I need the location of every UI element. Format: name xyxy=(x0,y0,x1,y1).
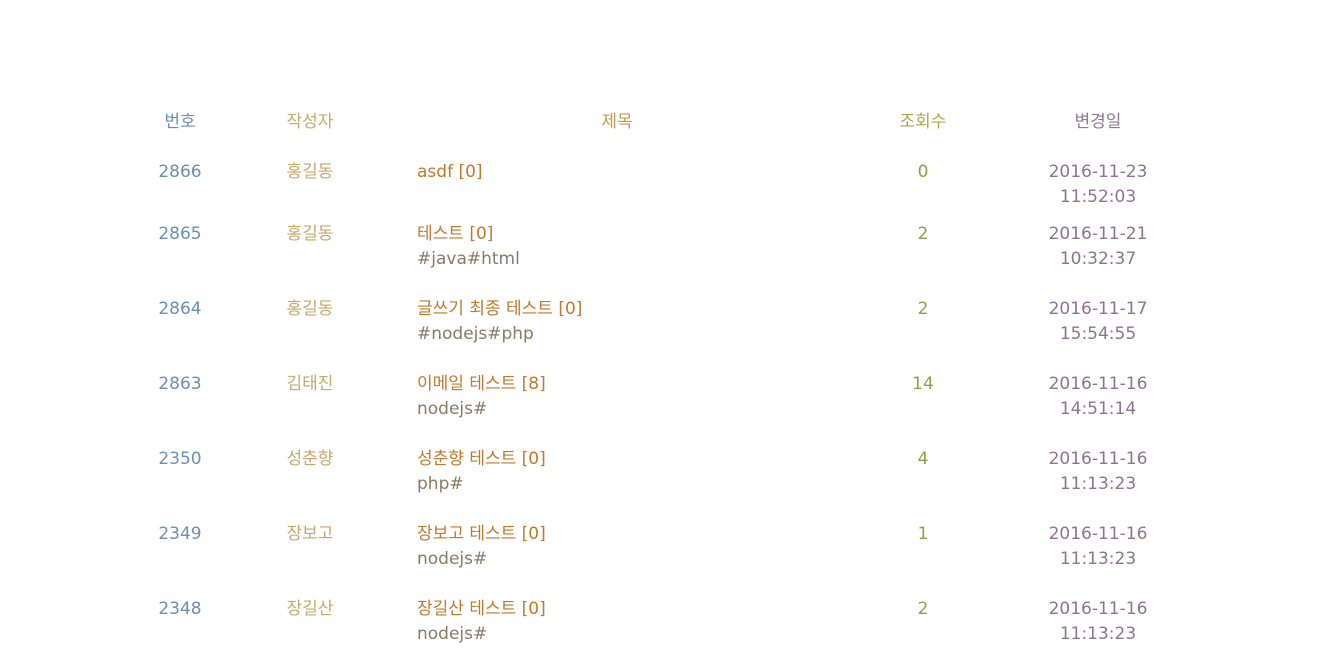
table-row: 2865 홍길동 테스트 [0] #java#html 2 2016-11-21… xyxy=(0,222,1326,282)
post-title-link[interactable]: 글쓰기 최종 테스트 [0] xyxy=(417,299,583,319)
post-date: 2016-11-16 xyxy=(1048,599,1148,619)
table-row: 2863 김태진 이메일 테스트 [8] nodejs# 14 2016-11-… xyxy=(0,372,1326,432)
post-author: 홍길동 xyxy=(286,224,334,244)
post-author: 김태진 xyxy=(286,374,334,394)
table-header: 번호 작성자 제목 조회수 변경일 xyxy=(0,110,1326,134)
table-row: 2348 장길산 장길산 테스트 [0] nodejs# 2 2016-11-1… xyxy=(0,597,1326,657)
post-views: 0 xyxy=(917,162,929,182)
post-date: 2016-11-16 xyxy=(1048,449,1148,469)
post-number: 2864 xyxy=(158,299,202,319)
post-tags: nodejs# xyxy=(417,624,488,644)
post-time: 11:13:23 xyxy=(1059,624,1137,644)
post-views: 2 xyxy=(917,224,929,244)
header-views: 조회수 xyxy=(899,112,947,132)
post-date: 2016-11-16 xyxy=(1048,524,1148,544)
post-tags: nodejs# xyxy=(417,399,488,419)
post-time: 14:51:14 xyxy=(1059,399,1137,419)
table-row: 2349 장보고 장보고 테스트 [0] nodejs# 1 2016-11-1… xyxy=(0,522,1326,582)
post-author: 홍길동 xyxy=(286,162,334,182)
post-title-link[interactable]: 장보고 테스트 [0] xyxy=(417,524,546,544)
post-title-link[interactable]: 성춘향 테스트 [0] xyxy=(417,449,546,469)
post-number: 2865 xyxy=(158,224,202,244)
header-modified: 변경일 xyxy=(1074,112,1122,132)
post-date: 2016-11-23 xyxy=(1048,162,1148,182)
post-views: 4 xyxy=(917,449,929,469)
header-title: 제목 xyxy=(601,112,633,132)
post-views: 2 xyxy=(917,599,929,619)
table-row: 2864 홍길동 글쓰기 최종 테스트 [0] #nodejs#php 2 20… xyxy=(0,297,1326,357)
post-number: 2348 xyxy=(158,599,202,619)
post-number: 2866 xyxy=(158,162,202,182)
post-date: 2016-11-17 xyxy=(1048,299,1148,319)
post-number: 2349 xyxy=(158,524,202,544)
post-tags: #java#html xyxy=(417,249,520,269)
post-tags: nodejs# xyxy=(417,549,488,569)
post-author: 장보고 xyxy=(286,524,334,544)
post-author: 홍길동 xyxy=(286,299,334,319)
post-date: 2016-11-21 xyxy=(1048,224,1148,244)
post-views: 2 xyxy=(917,299,929,319)
post-author: 성춘향 xyxy=(286,449,334,469)
post-time: 11:52:03 xyxy=(1059,187,1137,207)
post-views: 1 xyxy=(917,524,929,544)
post-number: 2350 xyxy=(158,449,202,469)
post-time: 10:32:37 xyxy=(1059,249,1137,269)
post-tags: php# xyxy=(417,474,464,494)
post-time: 11:13:23 xyxy=(1059,549,1137,569)
post-number: 2863 xyxy=(158,374,202,394)
post-time: 11:13:23 xyxy=(1059,474,1137,494)
post-title-link[interactable]: 이메일 테스트 [8] xyxy=(417,374,546,394)
post-date: 2016-11-16 xyxy=(1048,374,1148,394)
post-title-link[interactable]: 테스트 [0] xyxy=(417,224,494,244)
header-author: 작성자 xyxy=(286,112,334,132)
post-tags: #nodejs#php xyxy=(417,324,534,344)
post-title-link[interactable]: asdf [0] xyxy=(417,162,483,182)
table-row: 2866 홍길동 asdf [0] 0 2016-11-23 11:52:03 xyxy=(0,160,1326,220)
post-title-link[interactable]: 장길산 테스트 [0] xyxy=(417,599,546,619)
table-row: 2350 성춘향 성춘향 테스트 [0] php# 4 2016-11-16 1… xyxy=(0,447,1326,507)
header-number: 번호 xyxy=(164,112,196,132)
post-views: 14 xyxy=(912,374,934,394)
post-time: 15:54:55 xyxy=(1059,324,1137,344)
post-author: 장길산 xyxy=(286,599,334,619)
